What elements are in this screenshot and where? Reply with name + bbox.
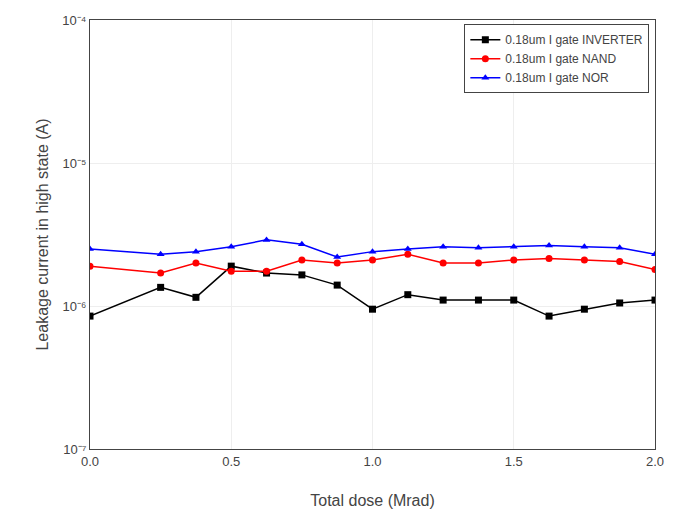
svg-text:0.18um I gate NOR: 0.18um I gate NOR: [505, 71, 609, 85]
svg-text:10⁻⁷: 10⁻⁷: [63, 442, 86, 457]
svg-text:0.18um I gate INVERTER: 0.18um I gate INVERTER: [505, 33, 643, 47]
svg-text:0.5: 0.5: [222, 454, 240, 469]
svg-text:10⁻⁶: 10⁻⁶: [63, 299, 87, 314]
svg-text:1.0: 1.0: [363, 454, 381, 469]
svg-text:Leakage current in high state: Leakage current in high state (A): [34, 118, 51, 350]
svg-text:0.0: 0.0: [81, 454, 99, 469]
svg-text:2.0: 2.0: [646, 454, 664, 469]
svg-text:1.5: 1.5: [505, 454, 523, 469]
svg-text:Total dose (Mrad): Total dose (Mrad): [310, 492, 435, 509]
svg-text:0.18um I gate NAND: 0.18um I gate NAND: [505, 52, 616, 66]
svg-text:10⁻⁵: 10⁻⁵: [63, 156, 87, 171]
svg-text:10⁻⁴: 10⁻⁴: [62, 13, 86, 28]
